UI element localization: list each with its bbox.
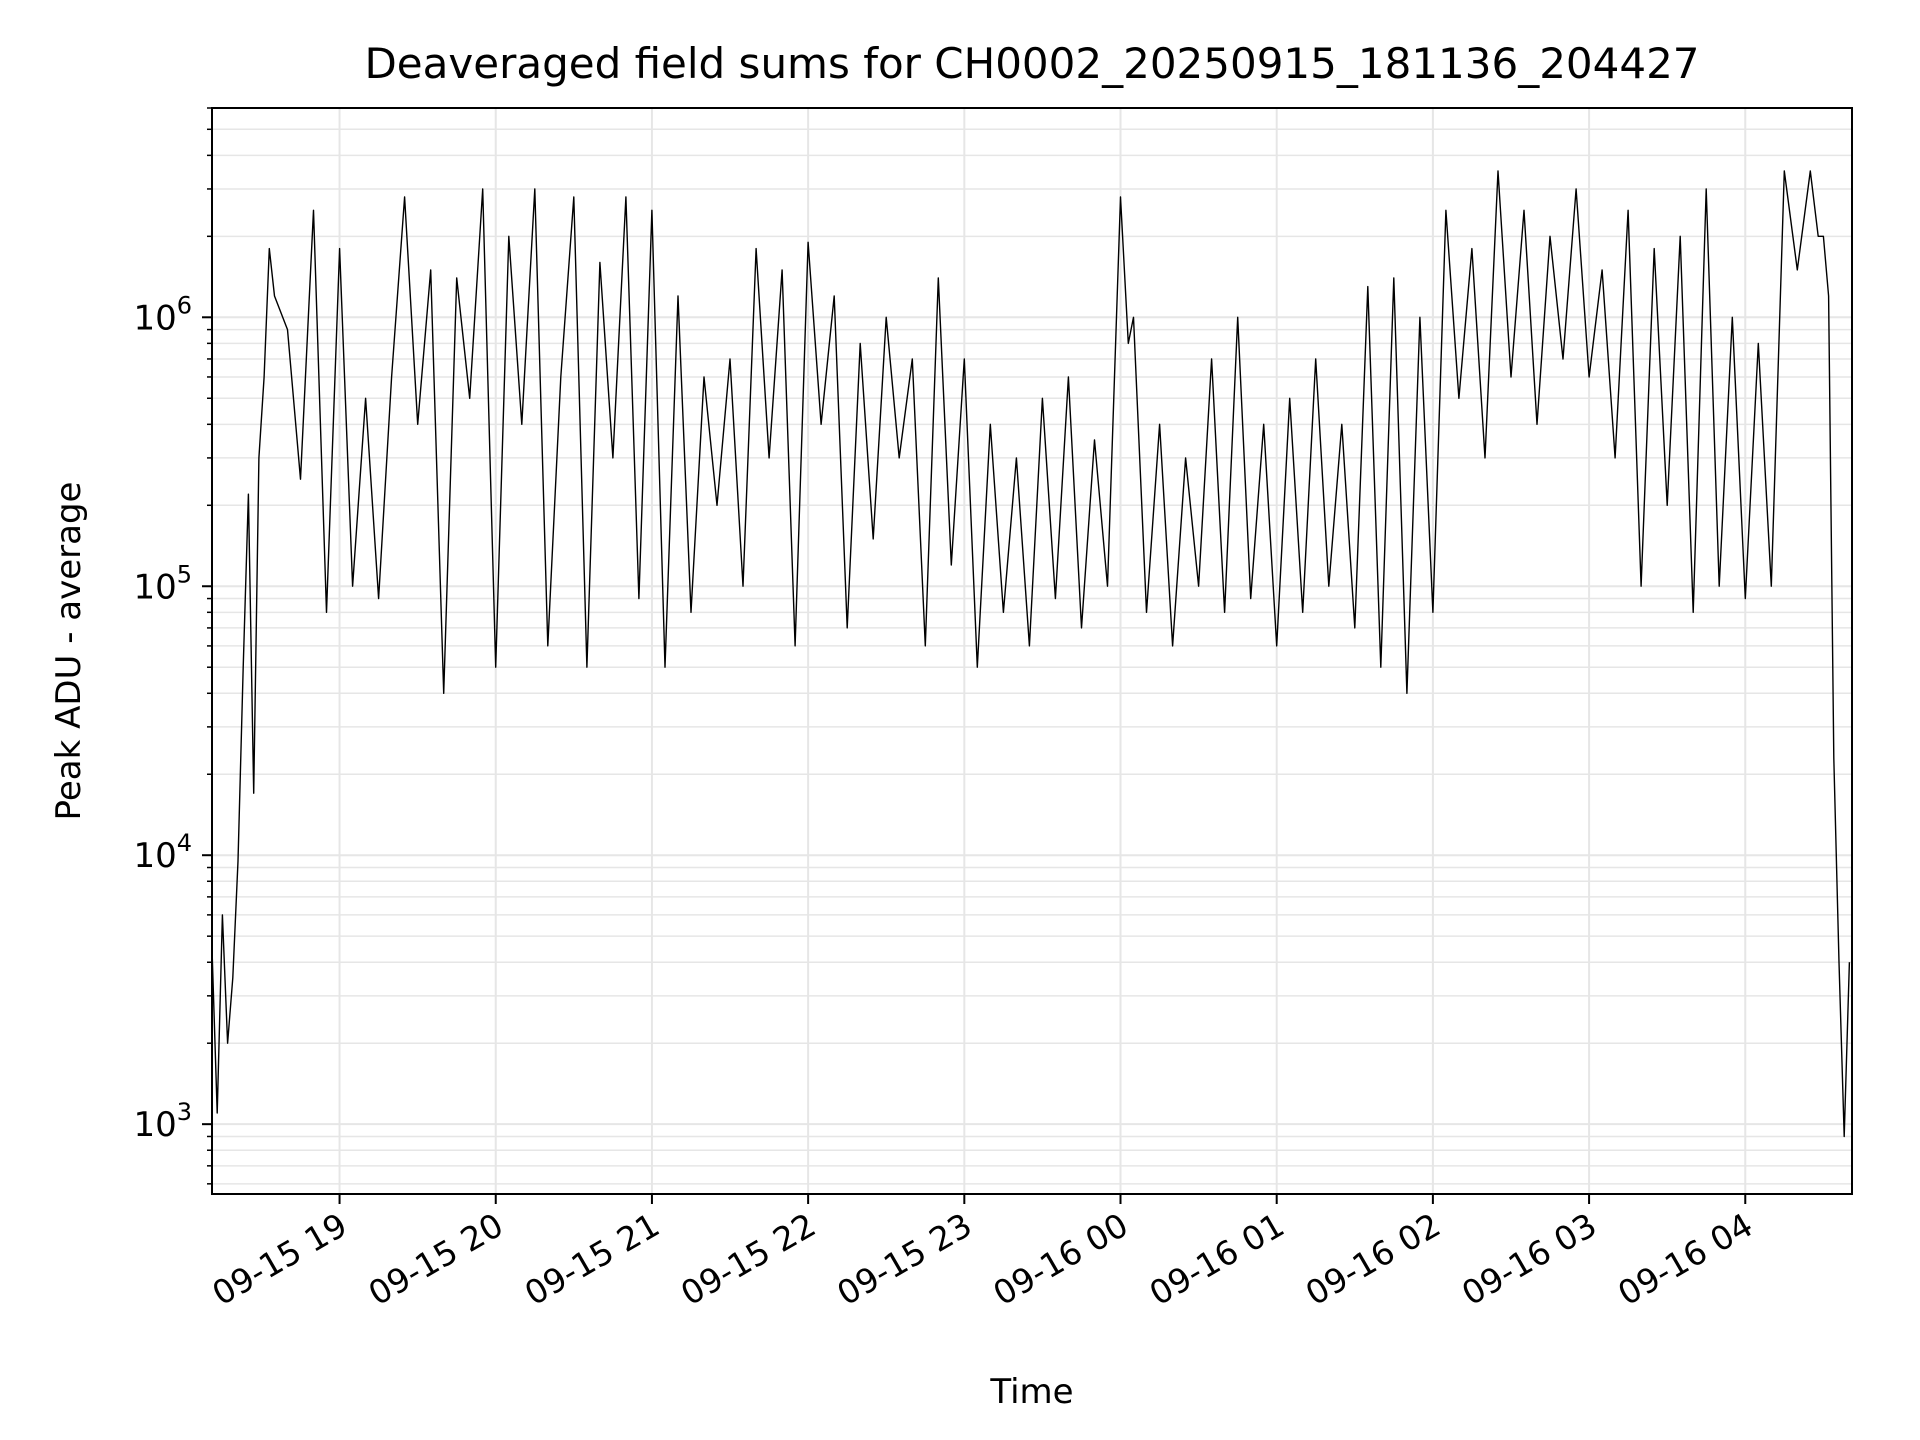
x-tick-label: 09-16 00 — [987, 1205, 1135, 1313]
x-tick-label: 09-15 22 — [674, 1205, 822, 1313]
x-tick-label: 09-15 19 — [206, 1205, 354, 1313]
x-axis-label: Time — [989, 1372, 1073, 1412]
plot-frame — [211, 107, 1853, 1195]
x-tick-label: 09-16 01 — [1143, 1205, 1291, 1313]
x-tick-label: 09-15 21 — [518, 1205, 666, 1313]
y-tick-label: 104 — [133, 829, 192, 876]
x-axis: 09-15 19 09-15 20 09-15 21 09-15 22 09-15 23… — [206, 1194, 1759, 1313]
y-axis-label: Peak ADU - average — [49, 482, 89, 821]
x-tick-label: 09-16 04 — [1611, 1205, 1759, 1313]
x-tick-label: 09-16 02 — [1299, 1205, 1447, 1313]
y-tick-label: 103 — [133, 1098, 192, 1145]
series-line-0 — [211, 170, 1851, 1138]
chart-title: Deaveraged field sums for CH0002_2025091… — [364, 39, 1699, 88]
series-layer — [211, 170, 1851, 1138]
x-tick-label: 09-16 03 — [1455, 1205, 1603, 1313]
grid — [212, 107, 1852, 1194]
x-tick-label: 09-15 23 — [830, 1205, 978, 1313]
x-tick-label: 09-15 20 — [362, 1205, 510, 1313]
y-tick-label: 106 — [133, 291, 192, 338]
y-tick-label: 105 — [133, 560, 192, 607]
y-axis: 103 104 105 106 — [133, 107, 212, 1185]
